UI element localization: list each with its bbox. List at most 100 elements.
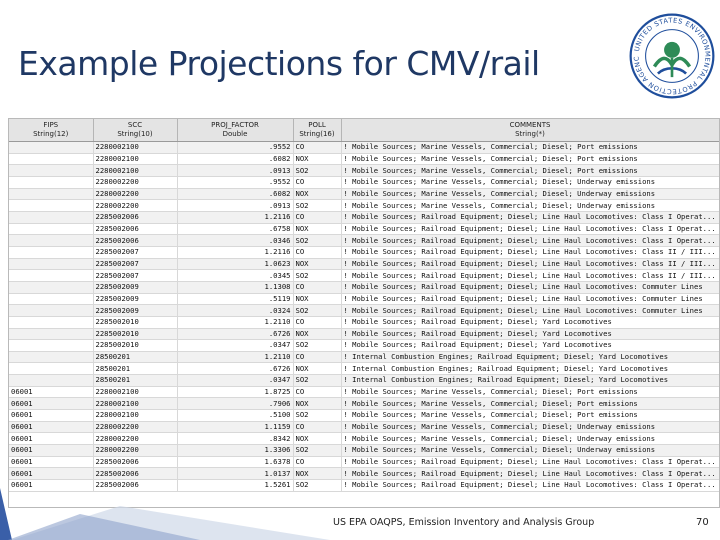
table-row[interactable]: 06001 2285002006 1.6378 CO! Mobile Sources;… [9, 456, 719, 469]
cell-poll: CO [293, 351, 342, 364]
cell-fips [9, 374, 94, 387]
column-header-poll[interactable]: POLL String(16) [293, 119, 342, 142]
table-row[interactable]: 2285002007 1.0623 NOX! Mobile Sources; Rai… [9, 258, 719, 271]
cell-proj-factor: .6082 [177, 188, 294, 201]
cell-proj-factor: .0346 [177, 234, 294, 247]
cell-scc: 2280002200 [93, 199, 178, 212]
table-row[interactable]: 2285002010 1.2110 CO! Mobile Sources; Rail… [9, 316, 719, 329]
cell-poll: SO2 [293, 234, 342, 247]
table-row[interactable]: 06001 2280002200 1.3306 SO2! Mobile Sources… [9, 444, 719, 457]
cell-proj-factor: .9552 [177, 176, 294, 189]
table-row[interactable]: 2285002009.5119 NOX! Mobile Sources; Rail… [9, 293, 719, 306]
column-header-comments[interactable]: COMMENTS String(*) [341, 119, 719, 142]
table-row[interactable]: 2285002010.6726 NOX! Mobile Sources; Rail… [9, 328, 719, 341]
table-row[interactable]: 2285002006.6758 NOX! Mobile Sources; Rail… [9, 223, 719, 236]
table-row[interactable]: 06001 2280002100 1.8725 CO! Mobile Sources;… [9, 386, 719, 399]
table-row[interactable]: 06001 2280002200.8342 NOX! Mobile Sources;… [9, 432, 719, 446]
cell-proj-factor: .0347 [177, 339, 294, 352]
table-row[interactable]: 2285002006 1.2116 CO! Mobile Sources; Rail… [9, 211, 719, 224]
cell-poll: CO [293, 386, 342, 399]
cell-poll: NOX [293, 258, 342, 271]
table-row[interactable]: 28500201.0347 SO2! Internal Combustion En… [9, 374, 719, 387]
cell-scc: 2280002100 [93, 153, 178, 166]
cell-proj-factor: 1.5261 [177, 479, 294, 492]
table-row[interactable]: 2280002100.0913 SO2! Mobile Sources; Mari… [9, 164, 719, 177]
table-row[interactable]: 2285002010.0347 SO2! Mobile Sources; Rail… [9, 339, 719, 352]
cell-proj-factor: .0324 [177, 304, 294, 317]
cell-scc: 2285002006 [93, 211, 178, 224]
cell-proj-factor: 1.3306 [177, 444, 294, 457]
cell-scc: 2280002200 [93, 444, 178, 457]
cell-comments: ! Mobile Sources; Railroad Equipment; Di… [341, 223, 719, 236]
cell-fips: 06001 [9, 456, 94, 469]
cell-scc: 2285002006 [93, 456, 178, 469]
table-row[interactable]: 28500201.6726 NOX! Internal Combustion En… [9, 362, 719, 376]
cell-proj-factor: .6758 [177, 223, 294, 236]
cell-fips: 06001 [9, 397, 94, 411]
column-header-fips[interactable]: FIPS String(12) [9, 119, 94, 142]
column-header-proj-factor[interactable]: PROJ_FACTOR Double [177, 119, 294, 142]
cell-comments: ! Mobile Sources; Marine Vessels, Commer… [341, 432, 719, 446]
cell-fips: 06001 [9, 409, 94, 422]
slide-title: Example Projections for CMV/rail [18, 44, 540, 83]
table-row[interactable]: 06001 2280002200 1.1159 CO! Mobile Sources;… [9, 421, 719, 434]
cell-poll: CO [293, 141, 342, 154]
cell-comments: ! Mobile Sources; Marine Vessels, Commer… [341, 188, 719, 201]
table-row[interactable]: 06001 2280002100.7906 NOX! Mobile Sources;… [9, 397, 719, 411]
cell-comments: ! Mobile Sources; Railroad Equipment; Di… [341, 293, 719, 306]
cell-fips [9, 141, 94, 154]
cell-comments: ! Mobile Sources; Railroad Equipment; Di… [341, 304, 719, 317]
table-row[interactable]: 06001 2285002006 1.5261 SO2! Mobile Sources… [9, 479, 719, 492]
cell-poll: CO [293, 316, 342, 329]
cell-poll: NOX [293, 362, 342, 376]
cell-comments: ! Mobile Sources; Marine Vessels, Commer… [341, 164, 719, 177]
cell-scc: 2285002007 [93, 258, 178, 271]
table-row[interactable]: 2280002200.9552 CO! Mobile Sources; Marin… [9, 176, 719, 189]
cell-fips [9, 339, 94, 352]
column-header-scc[interactable]: SCC String(10) [93, 119, 178, 142]
table-row[interactable]: 2285002009.0324 SO2! Mobile Sources; Rail… [9, 304, 719, 317]
cell-proj-factor: 1.8725 [177, 386, 294, 399]
table-row[interactable]: 06001 2285002006 1.0137 NOX! Mobile Sources… [9, 467, 719, 481]
cell-scc: 2285002006 [93, 234, 178, 247]
cell-proj-factor: .0913 [177, 164, 294, 177]
cell-fips [9, 328, 94, 341]
cell-proj-factor: .0913 [177, 199, 294, 212]
cell-comments: ! Internal Combustion Engines; Railroad … [341, 374, 719, 387]
table-row[interactable]: 2280002100.6082 NOX! Mobile Sources; Mari… [9, 153, 719, 166]
cell-scc: 2285002006 [93, 479, 178, 492]
cell-comments: ! Mobile Sources; Railroad Equipment; Di… [341, 246, 719, 259]
cell-scc: 2280002200 [93, 432, 178, 446]
table-row[interactable]: 2285002007.0345 SO2! Mobile Sources; Rail… [9, 269, 719, 282]
table-row[interactable]: 2280002100.9552 CO! Mobile Sources; Marin… [9, 141, 719, 154]
cell-comments: ! Internal Combustion Engines; Railroad … [341, 362, 719, 376]
cell-scc: 2280002200 [93, 421, 178, 434]
cell-poll: CO [293, 211, 342, 224]
table-row[interactable]: 2280002200.6082 NOX! Mobile Sources; Mari… [9, 188, 719, 201]
table-row[interactable]: 2280002200.0913 SO2! Mobile Sources; Mari… [9, 199, 719, 212]
cell-comments: ! Mobile Sources; Railroad Equipment; Di… [341, 281, 719, 294]
table-row[interactable]: 2285002006.0346 SO2! Mobile Sources; Rail… [9, 234, 719, 247]
cell-poll: NOX [293, 153, 342, 166]
cell-poll: SO2 [293, 269, 342, 282]
table-row[interactable]: 2285002009 1.1308 CO! Mobile Sources; Rail… [9, 281, 719, 294]
cell-scc: 2285002006 [93, 467, 178, 481]
epa-seal-icon: UNITED STATES ENVIRONMENTAL PROTECTION A… [628, 12, 715, 99]
cell-scc: 2280002100 [93, 141, 178, 154]
cell-fips [9, 153, 94, 166]
cell-scc: 2280002100 [93, 397, 178, 411]
cell-scc: 28500201 [93, 374, 178, 387]
cell-fips [9, 188, 94, 201]
cell-comments: ! Mobile Sources; Railroad Equipment; Di… [341, 479, 719, 492]
cell-comments: ! Mobile Sources; Railroad Equipment; Di… [341, 328, 719, 341]
cell-comments: ! Mobile Sources; Marine Vessels, Commer… [341, 153, 719, 166]
table-row[interactable]: 2285002007 1.2116 CO! Mobile Sources; Rail… [9, 246, 719, 259]
table-row[interactable]: 28500201 1.2110 CO! Internal Combustion En… [9, 351, 719, 364]
cell-proj-factor: .6082 [177, 153, 294, 166]
table-header-row: FIPS String(12) SCC String(10) PROJ_FACTOR… [9, 119, 719, 142]
table-row[interactable]: 06001 2280002100.5100 SO2! Mobile Sources;… [9, 409, 719, 422]
projection-table: FIPS String(12) SCC String(10) PROJ_FACTOR… [8, 118, 720, 508]
cell-fips [9, 281, 94, 294]
cell-fips [9, 258, 94, 271]
slide-corner-decoration [0, 488, 330, 540]
